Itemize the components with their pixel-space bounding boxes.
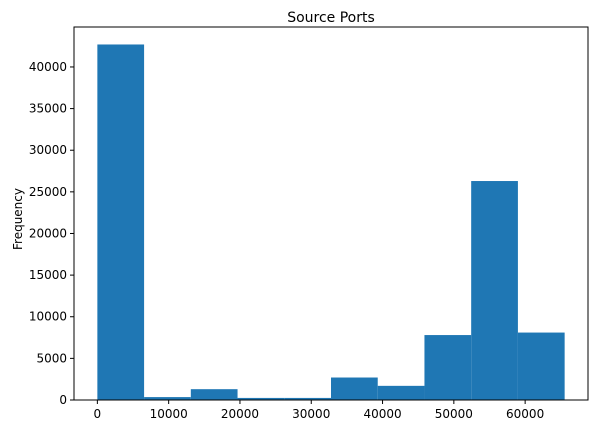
x-tick-label: 40000 xyxy=(363,407,401,421)
y-tick-label: 20000 xyxy=(29,226,67,240)
histogram-bar xyxy=(237,397,285,400)
y-tick-label: 35000 xyxy=(29,102,67,116)
chart-title: Source Ports xyxy=(287,10,375,26)
y-tick-label: 0 xyxy=(59,393,67,407)
y-tick-label: 15000 xyxy=(29,268,67,282)
histogram-bar xyxy=(331,377,378,400)
y-tick-label: 25000 xyxy=(29,185,67,199)
x-tick-label: 50000 xyxy=(435,407,473,421)
histogram-bar xyxy=(97,44,145,400)
histogram-bar xyxy=(190,389,238,400)
histogram-bar xyxy=(471,181,518,400)
x-tick-label: 20000 xyxy=(221,407,259,421)
x-tick-label: 0 xyxy=(94,407,102,421)
x-tick-label: 60000 xyxy=(506,407,544,421)
y-tick-label: 30000 xyxy=(29,143,67,157)
histogram-bar xyxy=(424,335,472,400)
histogram-bar xyxy=(377,385,425,400)
y-axis-label: Frequency xyxy=(11,188,25,250)
histogram-bar xyxy=(517,332,565,400)
bars-layer xyxy=(97,44,565,400)
y-tick-label: 5000 xyxy=(36,351,67,365)
y-tick-label: 40000 xyxy=(29,60,67,74)
histogram-bar xyxy=(284,397,331,400)
histogram-bar xyxy=(144,397,191,400)
x-tick-label: 10000 xyxy=(150,407,188,421)
plot-frame xyxy=(73,26,589,401)
x-tick-label: 30000 xyxy=(292,407,330,421)
x-axis-ticks: 0 10000 20000 30000 40000 50000 60000 xyxy=(94,400,544,421)
y-tick-label: 10000 xyxy=(29,310,67,324)
y-axis-ticks: 0 5000 10000 15000 20000 25000 30000 35000 40000 xyxy=(29,60,74,407)
